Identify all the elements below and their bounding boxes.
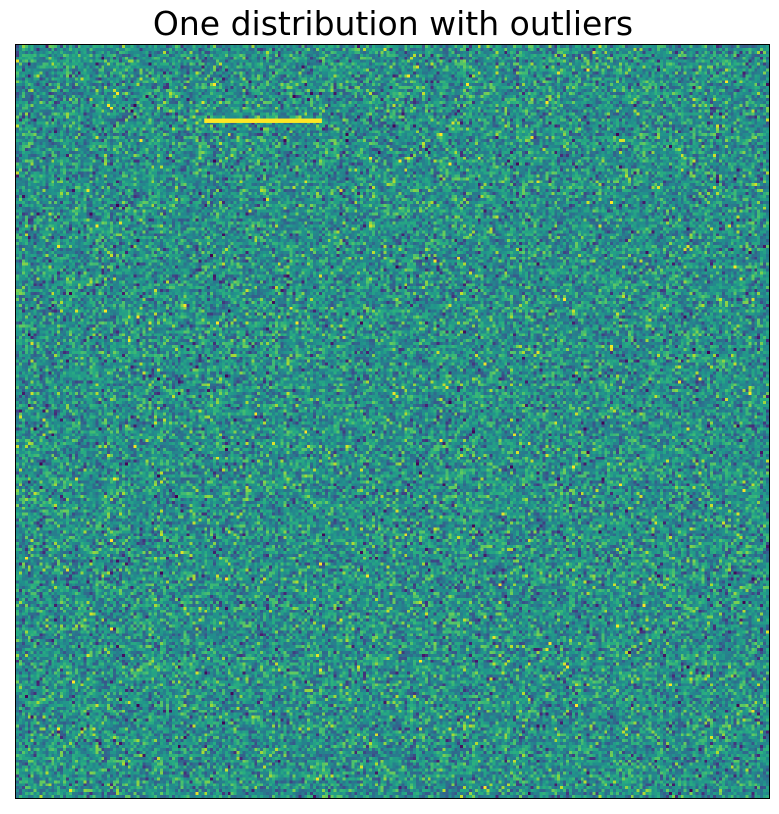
heatmap-plot-area — [15, 44, 770, 799]
outlier-layer — [204, 118, 322, 123]
heatmap-image — [16, 45, 769, 798]
outlier-segment-0 — [204, 118, 322, 123]
chart-title: One distribution with outliers — [152, 4, 634, 43]
